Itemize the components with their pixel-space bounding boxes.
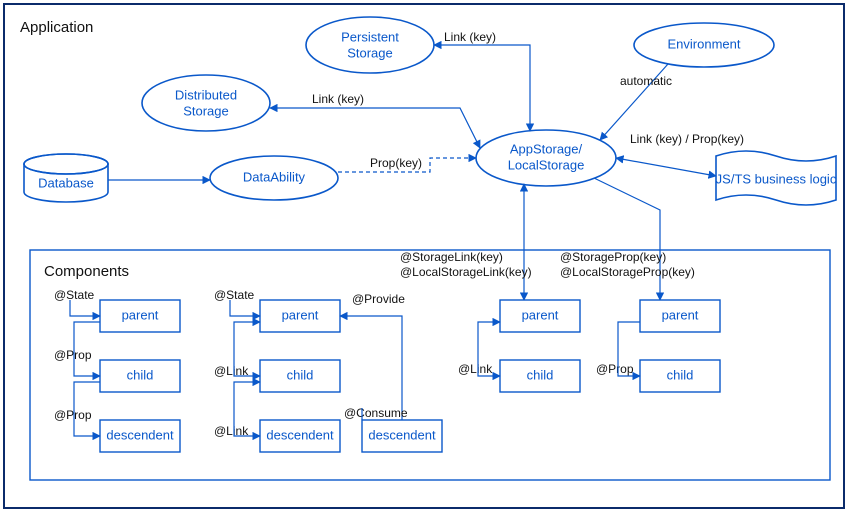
link-key-label-2: Link (key) xyxy=(312,92,364,106)
storage-link-label: @StorageLink(key) xyxy=(400,250,503,264)
components-heading: Components xyxy=(44,263,129,280)
p1-parent-label: parent xyxy=(122,307,159,322)
persistent-storage-label-2: Storage xyxy=(347,45,393,60)
application-heading: Application xyxy=(20,19,93,36)
p4-parent-label: parent xyxy=(662,307,699,322)
p1-child-label: child xyxy=(127,367,154,382)
edge-appstorage-p4 xyxy=(594,178,660,300)
p1-descendent-label: descendent xyxy=(106,427,174,442)
edge-p2-state xyxy=(230,300,260,316)
p3-parent-label: parent xyxy=(522,307,559,322)
edge-p1-state xyxy=(70,300,100,316)
local-storage-link-label: @LocalStorageLink(key) xyxy=(400,265,532,279)
edge-p2-provide xyxy=(340,316,402,420)
edge-appstorage-distributed xyxy=(270,108,480,148)
persistent-storage-label-1: Persistent xyxy=(341,29,399,44)
database-node: Database xyxy=(24,154,108,202)
p3-child-label: child xyxy=(527,367,554,382)
appstorage-label-1: AppStorage/ xyxy=(510,141,583,156)
distributed-storage-label-2: Storage xyxy=(183,103,229,118)
p2-parent-label: parent xyxy=(282,307,319,322)
database-label: Database xyxy=(38,175,94,190)
automatic-label: automatic xyxy=(620,74,672,88)
state-2-label: @State xyxy=(214,288,255,302)
prop-3-label: @Prop xyxy=(596,362,634,376)
prop-1-label: @Prop xyxy=(54,348,92,362)
prop-2-label: @Prop xyxy=(54,408,92,422)
appstorage-label-2: LocalStorage xyxy=(508,157,585,172)
link-3-label: @Link xyxy=(458,362,493,376)
provide-label: @Provide xyxy=(352,292,405,306)
consume-label: @Consume xyxy=(344,406,408,420)
data-ability-label: DataAbility xyxy=(243,169,306,184)
link-prop-key-label: Link (key) / Prop(key) xyxy=(630,132,744,146)
distributed-storage-label-1: Distributed xyxy=(175,87,237,102)
prop-key-label: Prop(key) xyxy=(370,156,422,170)
state-1-label: @State xyxy=(54,288,95,302)
edge-appstorage-persistent xyxy=(434,45,530,131)
storage-prop-label: @StorageProp(key) xyxy=(560,250,666,264)
link-key-label-1: Link (key) xyxy=(444,30,496,44)
business-logic-node: JS/TS business logic xyxy=(716,151,837,205)
edge-appstorage-business xyxy=(616,158,716,176)
local-storage-prop-label: @LocalStorageProp(key) xyxy=(560,265,695,279)
p2-desc-b-label: descendent xyxy=(368,427,436,442)
environment-label: Environment xyxy=(668,36,741,51)
business-logic-label: JS/TS business logic xyxy=(716,171,837,186)
p4-child-label: child xyxy=(667,367,694,382)
p2-child-label: child xyxy=(287,367,314,382)
architecture-diagram: Application Components Persistent Storag… xyxy=(0,0,848,512)
p2-desc-a-label: descendent xyxy=(266,427,334,442)
